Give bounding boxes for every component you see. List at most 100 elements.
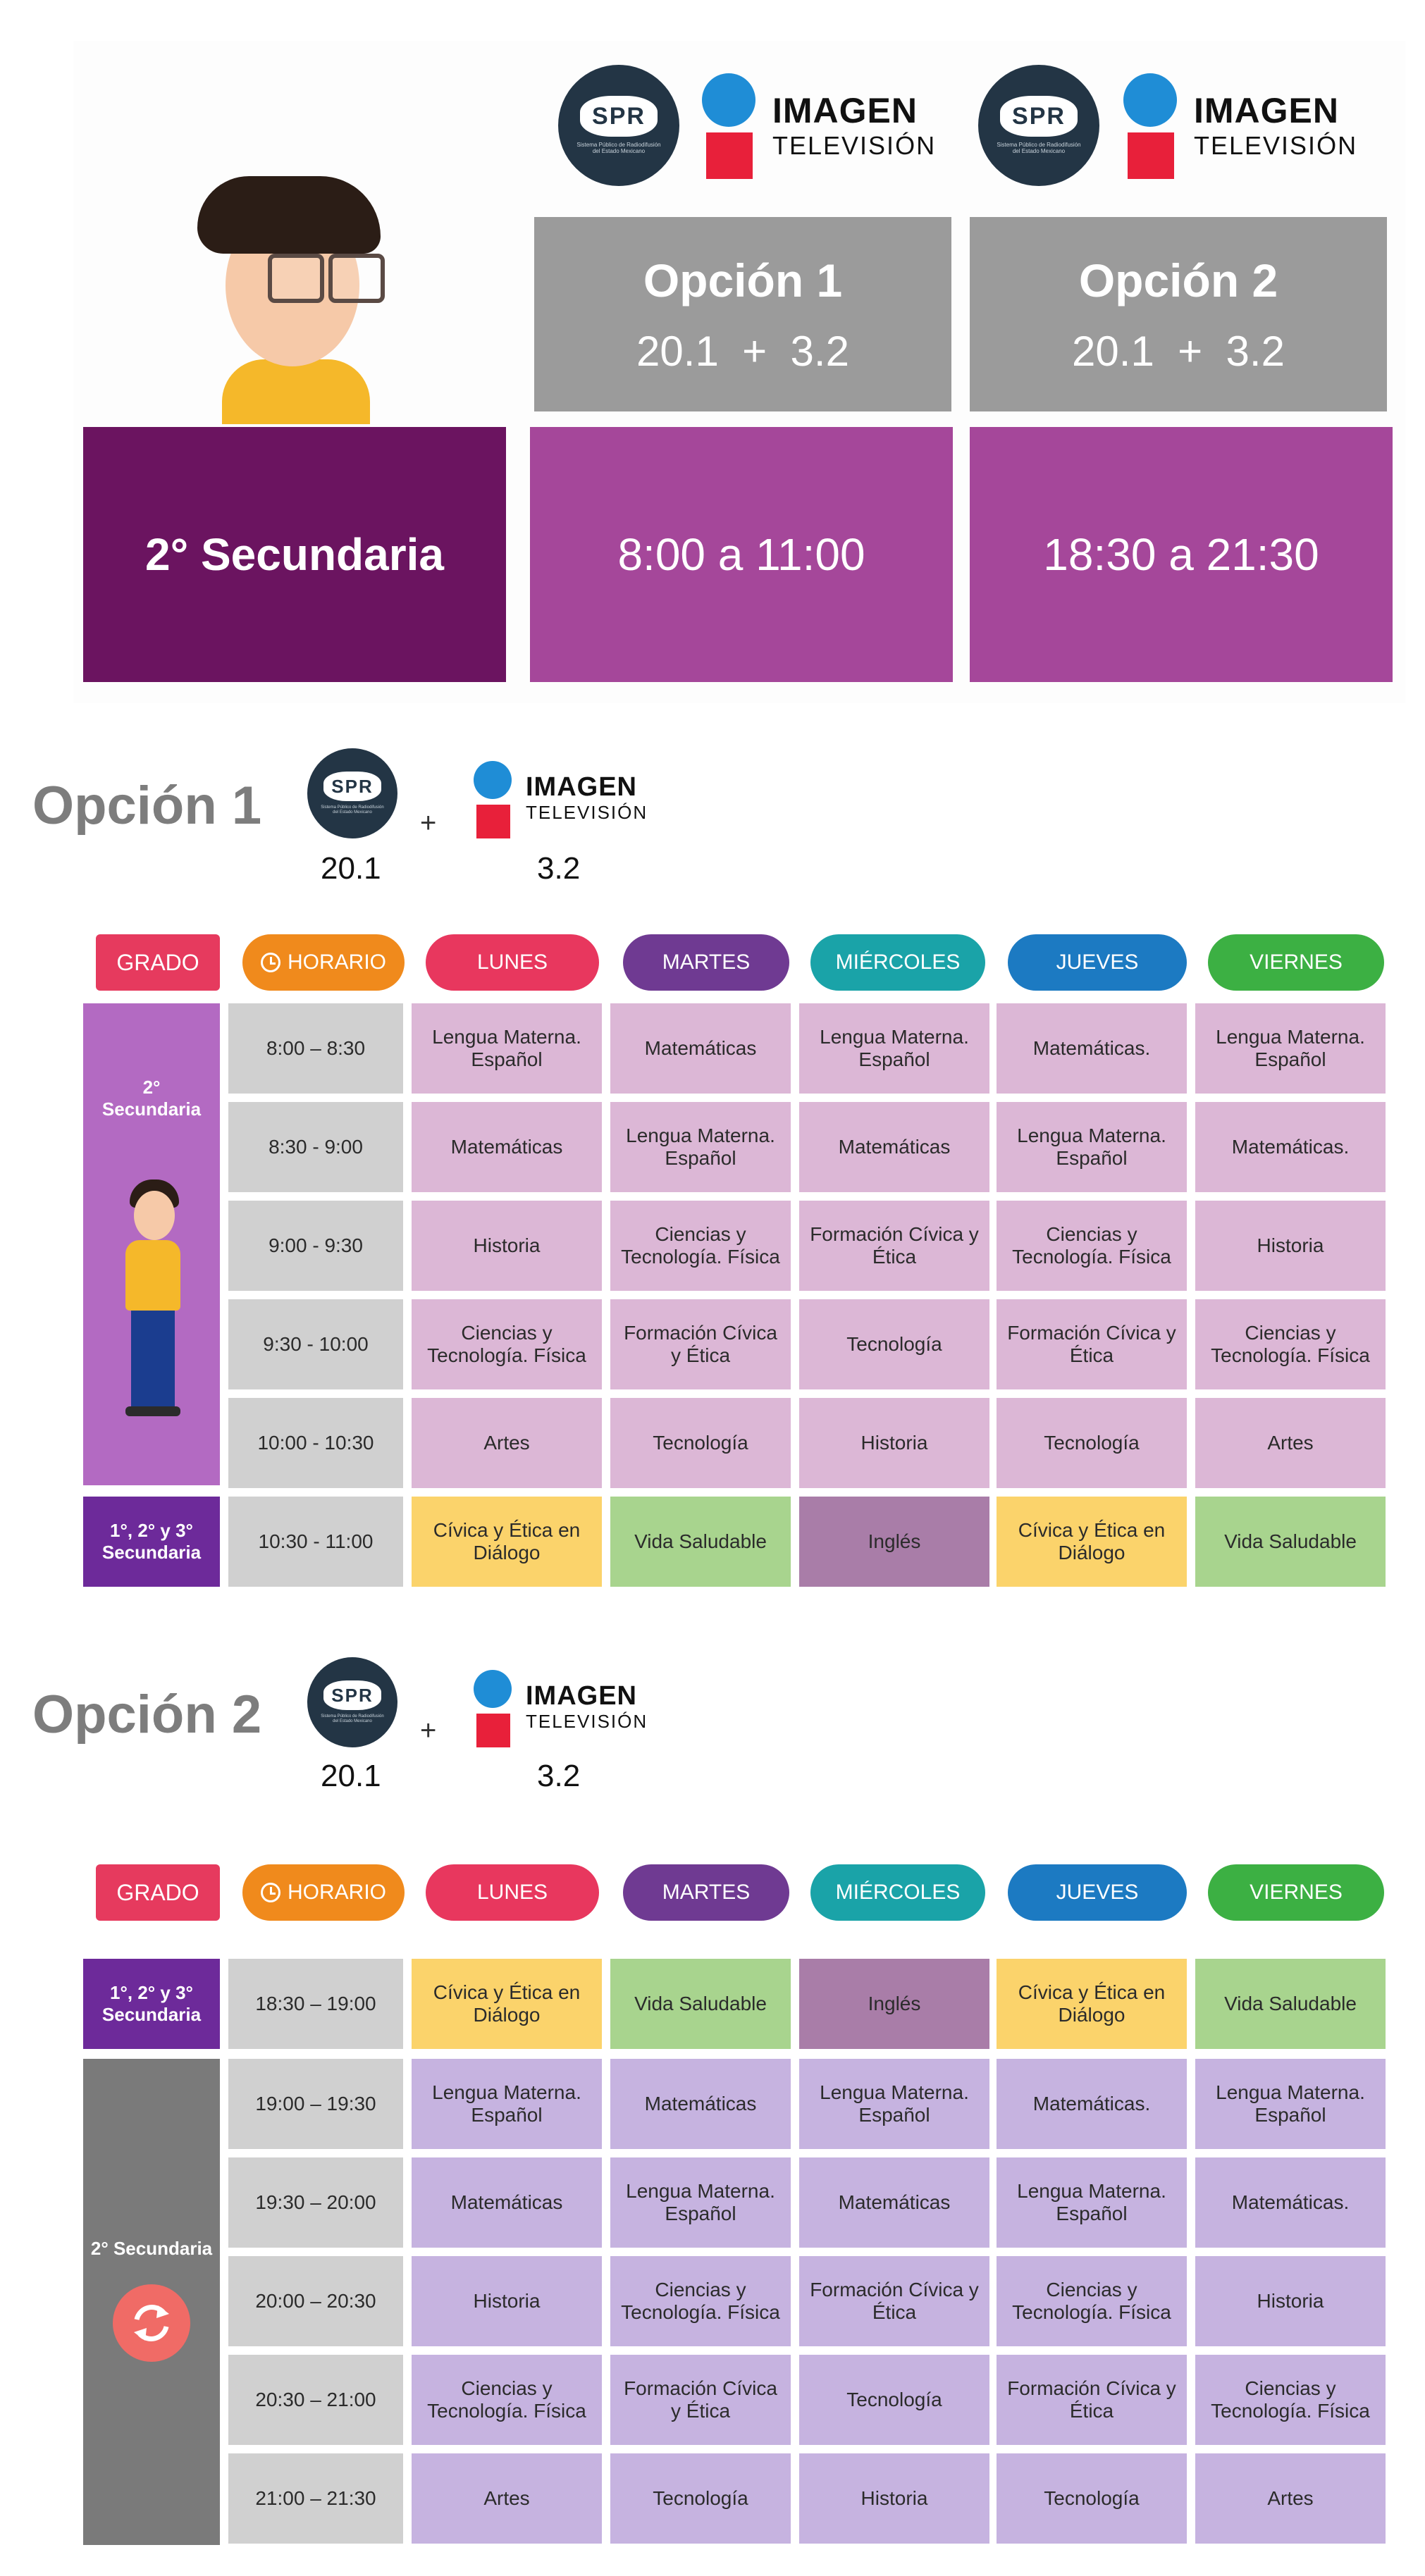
- subject-cell: Historia: [412, 2256, 602, 2346]
- subject-cell: Lengua Materna. Español: [997, 1102, 1187, 1192]
- schedule1-all-grades: 1°, 2° y 3° Secundaria: [83, 1497, 220, 1587]
- spr-subtitle: Sistema Público de Radiodifusión del Est…: [576, 142, 661, 154]
- imagen-line1: IMAGEN: [1194, 91, 1339, 130]
- header-horario: HORARIO: [242, 1864, 405, 1921]
- imagen-dot-icon: [474, 761, 512, 799]
- subject-cell: Artes: [412, 1398, 602, 1488]
- subject-cell: Cívica y Ética en Diálogo: [997, 1959, 1187, 2049]
- subject-cell: Ciencias y Tecnología. Física: [412, 2355, 602, 2445]
- subject-cell: Lengua Materna. Español: [799, 2059, 989, 2149]
- subject-cell: Tecnología: [799, 2355, 989, 2445]
- spr-mark: SPR: [580, 96, 658, 137]
- subject-cell: Lengua Materna. Español: [997, 2157, 1187, 2248]
- header-lunes: LUNES: [426, 934, 599, 991]
- subject-cell: Ciencias y Tecnología. Física: [412, 1299, 602, 1389]
- imagen-line2: TELEVISIÓN: [1194, 131, 1358, 160]
- spr-logo: SPR Sistema Público de Radiodifusión del…: [307, 748, 397, 838]
- header-jueves: JUEVES: [1008, 934, 1187, 991]
- subject-cell: Vida Saludable: [1195, 1497, 1386, 1587]
- face-shape: [134, 1191, 175, 1240]
- header-horario-label: HORARIO: [287, 950, 386, 974]
- imagen-line2: TELEVISIÓN: [526, 1711, 648, 1732]
- option2-channels: 20.1 + 3.2: [1072, 327, 1285, 375]
- subject-cell: Matemáticas: [412, 2157, 602, 2248]
- subject-cell: Tecnología: [610, 1398, 791, 1488]
- glasses-right: [328, 254, 385, 303]
- imagen-tv-logo: IMAGEN TELEVISIÓN: [1123, 70, 1356, 183]
- shirt-shape: [222, 359, 370, 424]
- subject-cell: Matemáticas.: [1195, 2157, 1386, 2248]
- option2-title: Opción 2: [1078, 254, 1278, 306]
- subject-cell: Lengua Materna. Español: [412, 1003, 602, 1094]
- subject-cell: Cívica y Ética en Diálogo: [412, 1497, 602, 1587]
- spr-subtitle: Sistema Público de Radiodifusión del Est…: [321, 1714, 384, 1723]
- header-miercoles: MIÉRCOLES: [810, 934, 985, 991]
- subject-cell: Matemáticas: [610, 1003, 791, 1094]
- time-cell: 19:30 – 20:00: [228, 2157, 403, 2248]
- subject-cell: Lengua Materna. Español: [1195, 2059, 1386, 2149]
- spr-logo: SPR Sistema Público de Radiodifusión del…: [307, 1657, 397, 1747]
- subject-cell: Lengua Materna. Español: [610, 2157, 791, 2248]
- time-cell: 18:30 – 19:00: [228, 1959, 403, 2049]
- spr-logo: SPR Sistema Público de Radiodifusión del…: [978, 65, 1099, 186]
- schedule2-grade-text: 2° Secundaria: [90, 2238, 213, 2259]
- schedule2-channel-a: 20.1: [321, 1759, 381, 1793]
- time-cell: 8:00 – 8:30: [228, 1003, 403, 1094]
- schedule2-grade-label: 2° Secundaria: [83, 2059, 220, 2545]
- imagen-line1: IMAGEN: [772, 91, 918, 130]
- subject-cell: Ciencias y Tecnología. Física: [1195, 1299, 1386, 1389]
- repeat-arrows-icon: [134, 2305, 169, 2341]
- imagen-tv-logo: IMAGEN TELEVISIÓN: [702, 70, 934, 183]
- time-cell: 20:30 – 21:00: [228, 2355, 403, 2445]
- schedule2-title: Opción 2: [32, 1685, 262, 1745]
- subject-cell: Formación Cívica y Ética: [799, 2256, 989, 2346]
- clock-icon: [260, 1883, 280, 1902]
- subject-cell: Matemáticas: [799, 1102, 989, 1192]
- spr-mark: SPR: [323, 1680, 381, 1711]
- header-viernes: VIERNES: [1208, 934, 1384, 991]
- option1-header: Opción 1 20.1 + 3.2: [534, 217, 951, 411]
- spr-subtitle: Sistema Público de Radiodifusión del Est…: [321, 805, 384, 815]
- schedule2-plus: +: [420, 1715, 437, 1746]
- time-cell: 8:30 - 9:00: [228, 1102, 403, 1192]
- option2-header: Opción 2 20.1 + 3.2: [970, 217, 1387, 411]
- subject-cell: Artes: [1195, 1398, 1386, 1488]
- imagen-line2: TELEVISIÓN: [772, 131, 937, 160]
- schedule1-channel-a: 20.1: [321, 851, 381, 886]
- subject-cell: Tecnología: [799, 1299, 989, 1389]
- schedule1-grade-text: 2° Secundaria: [101, 1077, 202, 1120]
- subject-cell: Ciencias y Tecnología. Física: [610, 1201, 791, 1291]
- imagen-dot-icon: [702, 73, 755, 127]
- subject-cell: Vida Saludable: [1195, 1959, 1386, 2049]
- subject-cell: Historia: [1195, 1201, 1386, 1291]
- subject-cell: Formación Cívica y Ética: [997, 2355, 1187, 2445]
- header-horario: HORARIO: [242, 934, 405, 991]
- schedule1-grade-label: 2° Secundaria: [83, 1003, 220, 1485]
- subject-cell: Artes: [1195, 2453, 1386, 2544]
- imagen-dot-icon: [1123, 73, 1177, 127]
- imagen-line1: IMAGEN: [526, 772, 637, 802]
- header-grado: GRADO: [96, 1864, 220, 1921]
- subject-cell: Formación Cívica y Ética: [799, 1201, 989, 1291]
- subject-cell: Historia: [1195, 2256, 1386, 2346]
- glasses-left: [268, 254, 324, 303]
- option1-title: Opción 1: [643, 254, 843, 306]
- subject-cell: Vida Saludable: [610, 1959, 791, 2049]
- subject-cell: Artes: [412, 2453, 602, 2544]
- subject-cell: Tecnología: [997, 2453, 1187, 2544]
- subject-cell: Lengua Materna. Español: [412, 2059, 602, 2149]
- option2-time: 18:30 a 21:30: [970, 427, 1393, 682]
- subject-cell: Ciencias y Tecnología. Física: [1195, 2355, 1386, 2445]
- header-viernes: VIERNES: [1208, 1864, 1384, 1921]
- shoes-shape: [125, 1406, 180, 1416]
- imagen-line2: TELEVISIÓN: [526, 802, 648, 823]
- subject-cell: Cívica y Ética en Diálogo: [412, 1959, 602, 2049]
- header-martes: MARTES: [623, 934, 789, 991]
- subject-cell: Lengua Materna. Español: [610, 1102, 791, 1192]
- subject-cell: Ciencias y Tecnología. Física: [997, 1201, 1187, 1291]
- repeat-icon: [113, 2284, 190, 2362]
- imagen-tv-logo: IMAGEN TELEVISIÓN: [474, 1670, 650, 1747]
- subject-cell: Inglés: [799, 1959, 989, 2049]
- spr-mark: SPR: [323, 772, 381, 802]
- subject-cell: Matemáticas.: [1195, 1102, 1386, 1192]
